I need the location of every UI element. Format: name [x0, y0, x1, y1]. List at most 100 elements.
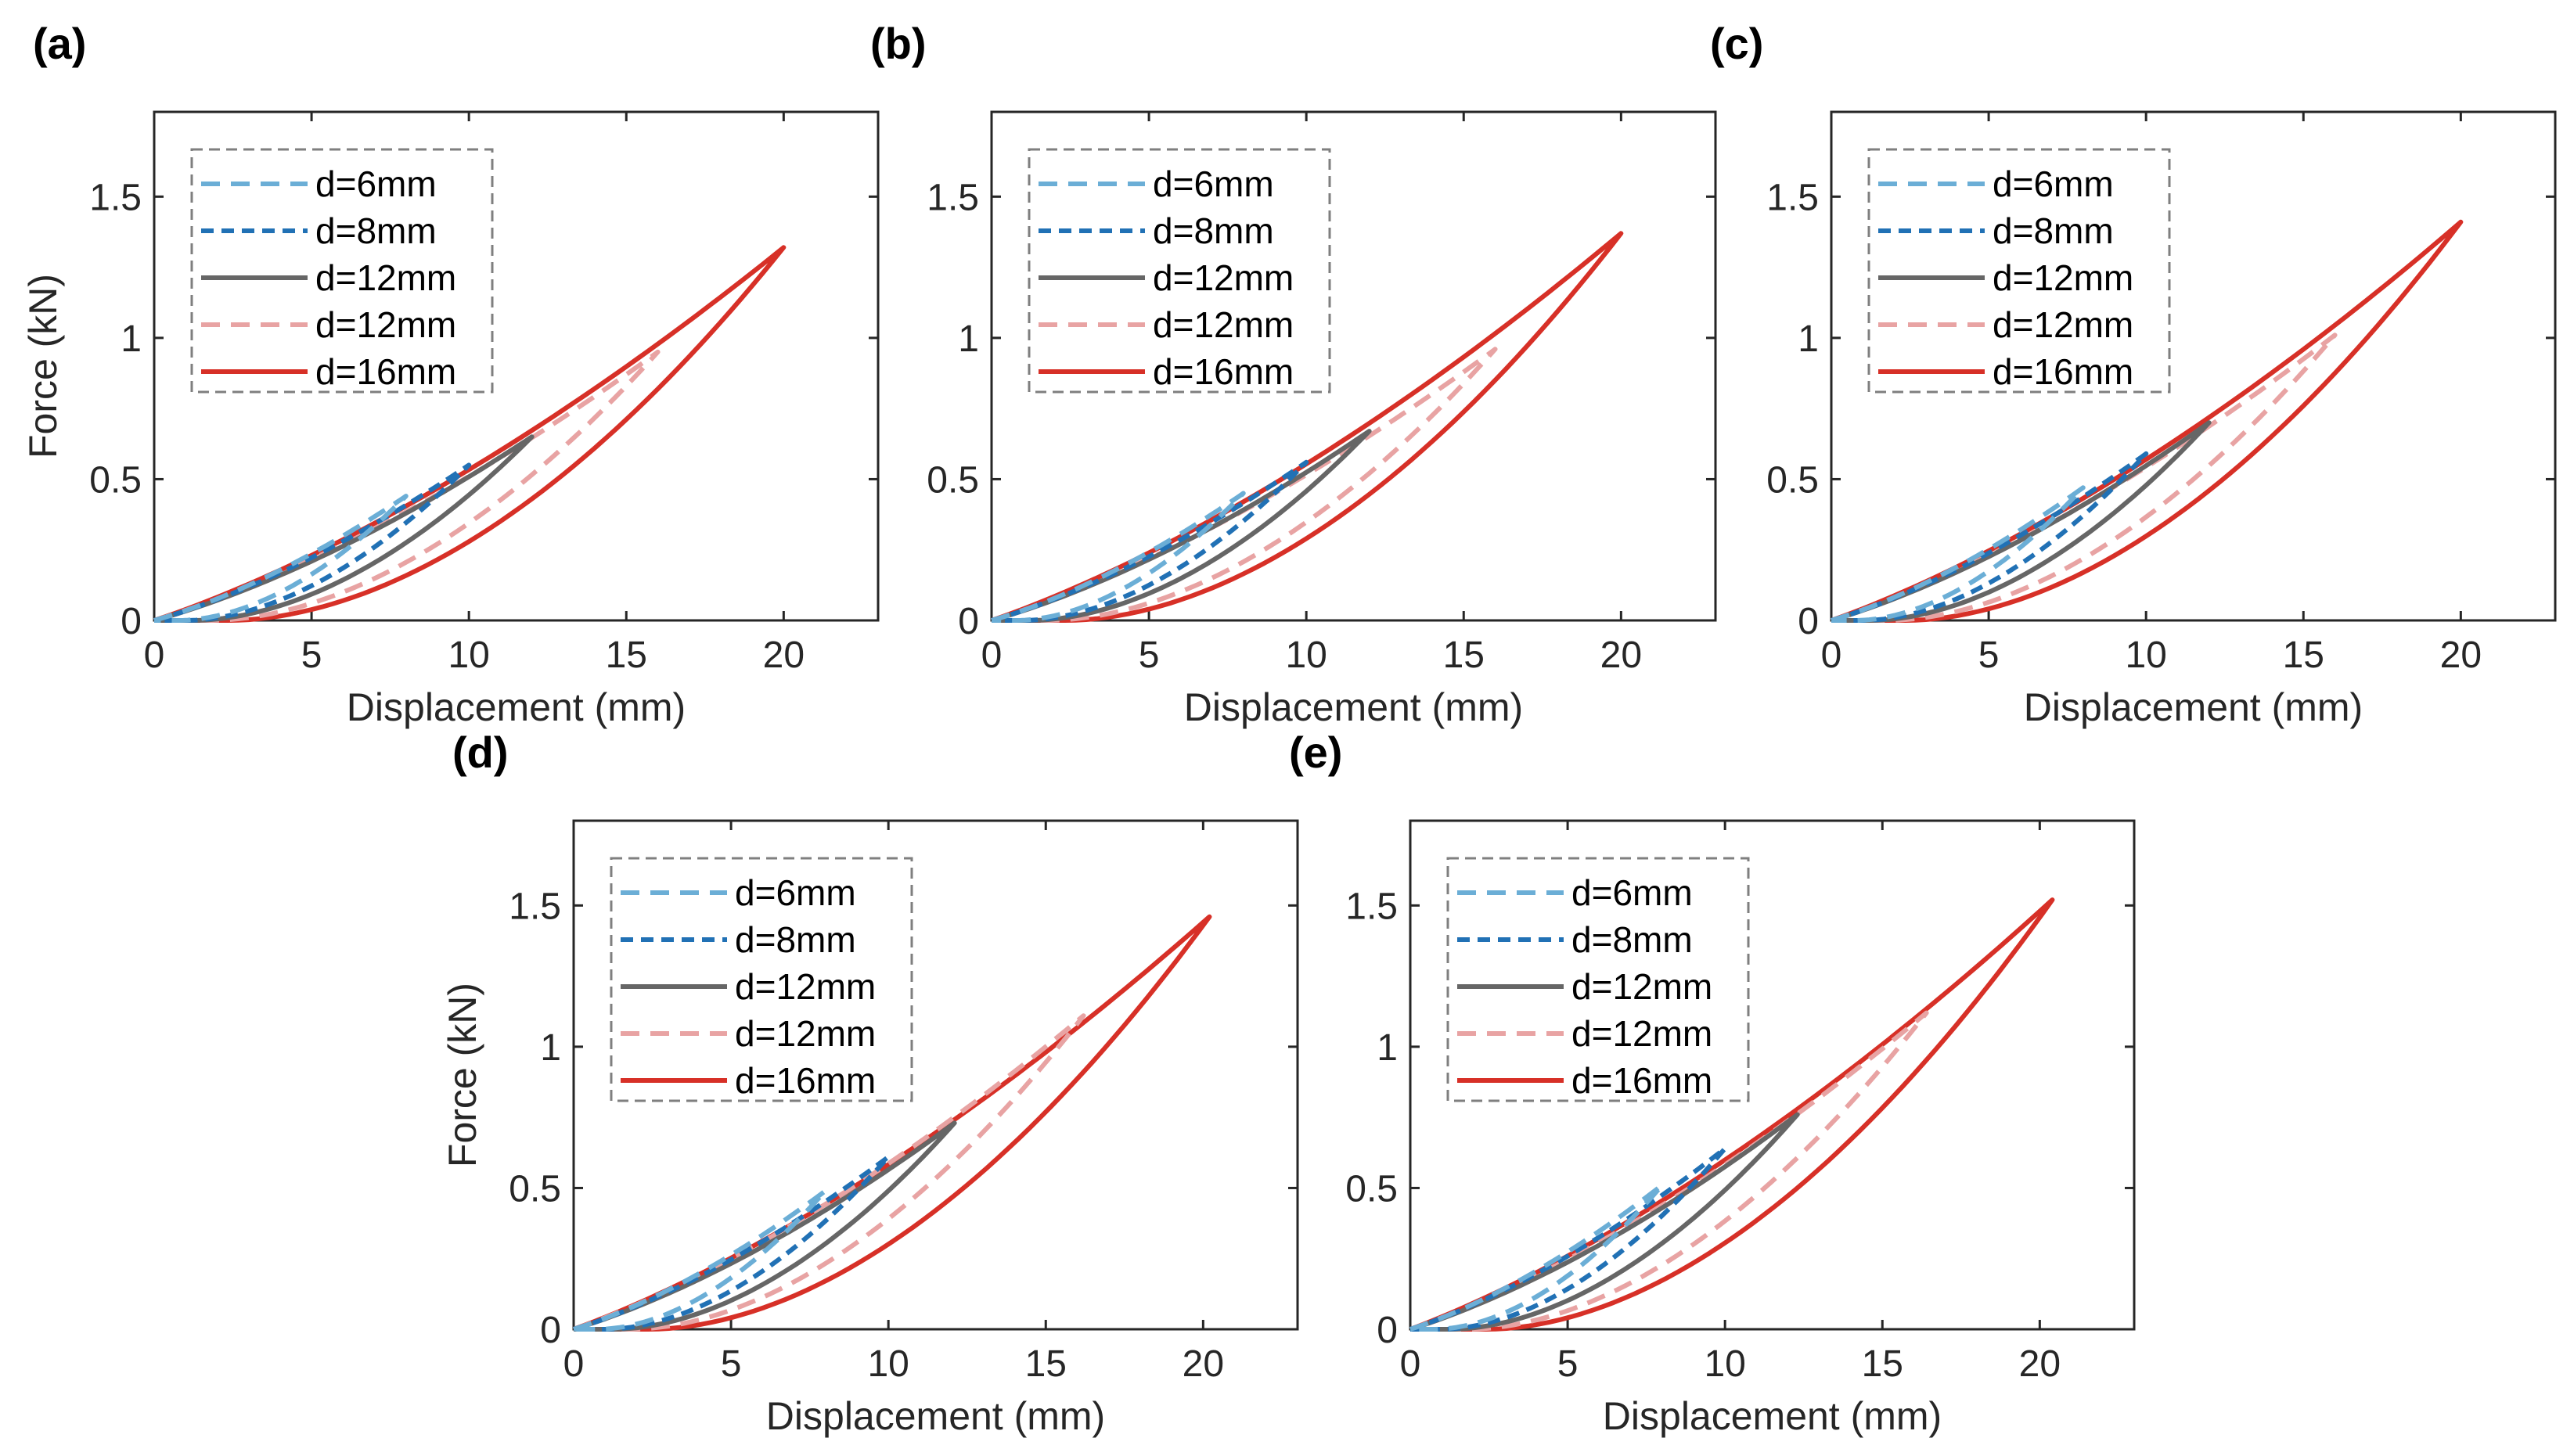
series-line-d-8mm-dashed: [991, 459, 1309, 623]
y-tick-label: 1.5: [89, 177, 142, 218]
legend-label: d=6mm: [735, 872, 856, 913]
panel-label: (d): [452, 728, 509, 777]
legend-label: d=8mm: [1153, 210, 1274, 251]
y-tick-label: 0: [958, 601, 979, 642]
panel-d: (d) 0 5 10 15 20 0 0.5 1 1.5 Displacement (mm) Forc…: [441, 728, 1299, 1438]
panel-a: (a) 0 5 10 15 20 0 0.5 1 1.5 Displacement (mm) Forc…: [21, 19, 880, 729]
x-tick-label: 0: [563, 1343, 585, 1385]
legend-label: d=8mm: [735, 919, 856, 960]
legend-label: d=8mm: [1993, 210, 2114, 251]
x-tick-label: 5: [1139, 635, 1160, 676]
series-line-d-6mm-dashed: [153, 494, 409, 623]
series-line-d-8mm-dashed: [573, 1154, 891, 1332]
x-tick-label: 10: [1285, 635, 1327, 676]
y-axis-label: Force (kN): [21, 274, 65, 458]
panel-label: (b): [870, 19, 927, 68]
legend-label: d=12mm: [1153, 304, 1294, 345]
x-tick-label: 10: [2125, 635, 2166, 676]
x-tick-label: 15: [2283, 635, 2324, 676]
x-tick-label: 5: [301, 635, 322, 676]
axes-frame: [153, 110, 880, 622]
x-axis-label: Displacement (mm): [2024, 685, 2363, 729]
legend-label: d=16mm: [1153, 351, 1294, 392]
y-tick-label: 1.5: [509, 886, 561, 927]
y-tick-label: 1: [958, 318, 979, 360]
x-axis-label: Displacement (mm): [766, 1394, 1105, 1438]
legend-label: d=6mm: [1153, 164, 1274, 204]
x-tick-label: 15: [1862, 1343, 1903, 1385]
y-axis-label: Force (kN): [441, 983, 484, 1167]
panel-label: (e): [1289, 728, 1342, 777]
legend-label: d=8mm: [1571, 919, 1693, 960]
series-line-d-12mm-solid: [573, 1120, 957, 1332]
x-tick-label: 0: [1821, 635, 1842, 676]
x-tick-label: 5: [1557, 1343, 1579, 1385]
legend-label: d=6mm: [1993, 164, 2114, 204]
legend-label: d=12mm: [1571, 966, 1712, 1007]
legend-box: [1028, 148, 1331, 394]
legend-label: d=16mm: [1993, 351, 2133, 392]
y-tick-label: 1: [540, 1027, 561, 1069]
legend-label: d=16mm: [315, 351, 456, 392]
x-tick-label: 20: [1183, 1343, 1224, 1385]
series-line-d-8mm-dashed: [1831, 451, 2149, 623]
legend-label: d=12mm: [1153, 257, 1294, 298]
x-tick-label: 5: [721, 1343, 742, 1385]
x-axis-label: Displacement (mm): [1184, 685, 1523, 729]
y-tick-label: 1.5: [1345, 886, 1398, 927]
legend-box: [1446, 857, 1750, 1102]
panel-b: (b) 0 5 10 15 20 0 0.5 1 1.5 Displacement (mm) d=6m…: [870, 19, 1717, 729]
x-tick-label: 0: [981, 635, 1003, 676]
panel-label: (c): [1710, 19, 1763, 68]
x-tick-label: 20: [2019, 1343, 2061, 1385]
series-line-d-6mm-dashed: [1409, 1182, 1665, 1332]
y-tick-label: 1: [121, 318, 142, 360]
x-axis-label: Displacement (mm): [347, 685, 686, 729]
x-tick-label: 0: [1400, 1343, 1421, 1385]
legend-label: d=12mm: [1993, 257, 2133, 298]
y-tick-label: 0.5: [89, 459, 142, 501]
series-line-d-16mm-solid: [991, 231, 1624, 623]
series-line-d-8mm-dashed: [153, 462, 472, 623]
axes-frame: [990, 110, 1717, 622]
series-line-d-8mm-dashed: [1409, 1145, 1728, 1332]
x-tick-label: 20: [2440, 635, 2482, 676]
panel-e: (e) 0 5 10 15 20 0 0.5 1 1.5 Displacement (mm) d=6m…: [1289, 728, 2136, 1438]
legend-label: d=12mm: [315, 304, 456, 345]
y-tick-label: 0: [1377, 1310, 1398, 1351]
x-tick-label: 10: [867, 1343, 909, 1385]
y-tick-label: 0.5: [509, 1168, 561, 1210]
y-tick-label: 1: [1798, 318, 1819, 360]
x-tick-label: 5: [1978, 635, 2000, 676]
legend-label: d=12mm: [315, 257, 456, 298]
legend-label: d=6mm: [315, 164, 437, 204]
legend-label: d=12mm: [735, 966, 876, 1007]
y-tick-label: 0: [1798, 601, 1819, 642]
y-tick-label: 0: [540, 1310, 561, 1351]
series-line-d-12mm-solid: [1409, 1112, 1800, 1332]
series-line-d-12mm-dashed: [1409, 1010, 1929, 1332]
legend-box: [610, 857, 913, 1102]
axes-frame: [1830, 110, 2557, 622]
x-tick-label: 10: [448, 635, 489, 676]
x-tick-label: 15: [1025, 1343, 1067, 1385]
axes-frame: [1409, 819, 2136, 1331]
legend-label: d=12mm: [1993, 304, 2133, 345]
legend-box: [190, 148, 494, 394]
legend-label: d=16mm: [735, 1060, 876, 1101]
y-tick-label: 0: [121, 601, 142, 642]
x-tick-label: 15: [1443, 635, 1485, 676]
x-tick-label: 20: [763, 635, 805, 676]
x-tick-label: 15: [606, 635, 647, 676]
series-line-d-6mm-dashed: [991, 491, 1246, 623]
y-tick-label: 1: [1377, 1027, 1398, 1069]
y-tick-label: 0.5: [1345, 1168, 1398, 1210]
x-tick-label: 0: [144, 635, 165, 676]
legend-label: d=12mm: [735, 1013, 876, 1054]
series-line-d-12mm-solid: [1831, 420, 2212, 623]
y-tick-label: 0.5: [927, 459, 979, 501]
legend-label: d=8mm: [315, 210, 437, 251]
panel-label: (a): [33, 19, 86, 68]
panel-c: (c) 0 5 10 15 20 0 0.5 1 1.5 Displacement (mm) d=6m…: [1710, 19, 2557, 729]
